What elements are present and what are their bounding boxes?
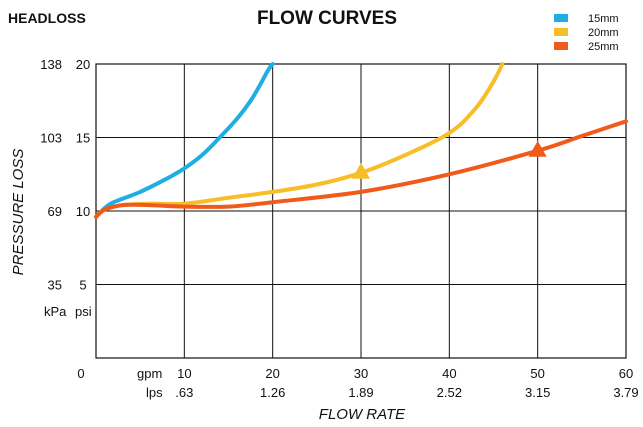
psi-unit-label: psi xyxy=(75,304,92,319)
y-tick-label-psi: 20 xyxy=(76,57,90,72)
x-tick-label-lps: 3.79 xyxy=(613,385,638,400)
x-tick-label-lps: 1.89 xyxy=(348,385,373,400)
legend-swatch-15mm xyxy=(554,14,568,22)
x-tick-label-gpm: 60 xyxy=(619,366,633,381)
legend-swatch-20mm xyxy=(554,28,568,36)
y-tick-label-psi: 10 xyxy=(76,204,90,219)
gpm-unit-label: gpm xyxy=(137,366,162,381)
legend-swatch-25mm xyxy=(554,42,568,50)
y-tick-label-kpa: 103 xyxy=(40,131,62,146)
series-line-20mm xyxy=(94,62,505,219)
triangle-marker-25mm xyxy=(528,140,547,157)
y-tick-label-kpa: 35 xyxy=(48,278,62,293)
x-tick-label-gpm: 30 xyxy=(354,366,368,381)
series-markers xyxy=(352,140,547,179)
y-axis-title: PRESSURE LOSS xyxy=(10,149,27,276)
legend-label-20mm: 20mm xyxy=(588,27,619,39)
x-tick-label-zero: 0 xyxy=(77,366,84,381)
chart-title: FLOW CURVES xyxy=(257,8,397,29)
x-tick-label-gpm: 20 xyxy=(265,366,279,381)
x-tick-label-gpm: 50 xyxy=(530,366,544,381)
lps-unit-label: lps xyxy=(146,385,163,400)
x-axis-title: FLOW RATE xyxy=(319,406,406,423)
y-tick-label-psi: 5 xyxy=(79,278,86,293)
headloss-label: HEADLOSS xyxy=(8,10,86,26)
series-line-15mm xyxy=(94,62,275,219)
legend-label-25mm: 25mm xyxy=(588,41,619,53)
grid xyxy=(95,63,627,359)
legend-label-15mm: 15mm xyxy=(588,13,619,25)
triangle-marker-20mm xyxy=(352,162,370,179)
y-tick-label-psi: 15 xyxy=(76,131,90,146)
x-tick-label-lps: 2.52 xyxy=(437,385,462,400)
x-tick-label-lps: .63 xyxy=(175,385,193,400)
legend: 15mm 20mm 25mm xyxy=(554,13,619,53)
x-tick-label-gpm: 10 xyxy=(177,366,191,381)
x-tick-label-lps: 1.26 xyxy=(260,385,285,400)
axis-ticks: 10 .63 20 1.26 30 1.89 40 2.52 50 3.15 60 3.79 0 35 5 6… xyxy=(40,57,638,400)
y-tick-label-kpa: 138 xyxy=(40,57,62,72)
x-tick-label-gpm: 40 xyxy=(442,366,456,381)
kpa-unit-label: kPa xyxy=(44,304,67,319)
y-tick-label-kpa: 69 xyxy=(48,204,62,219)
x-tick-label-lps: 3.15 xyxy=(525,385,550,400)
